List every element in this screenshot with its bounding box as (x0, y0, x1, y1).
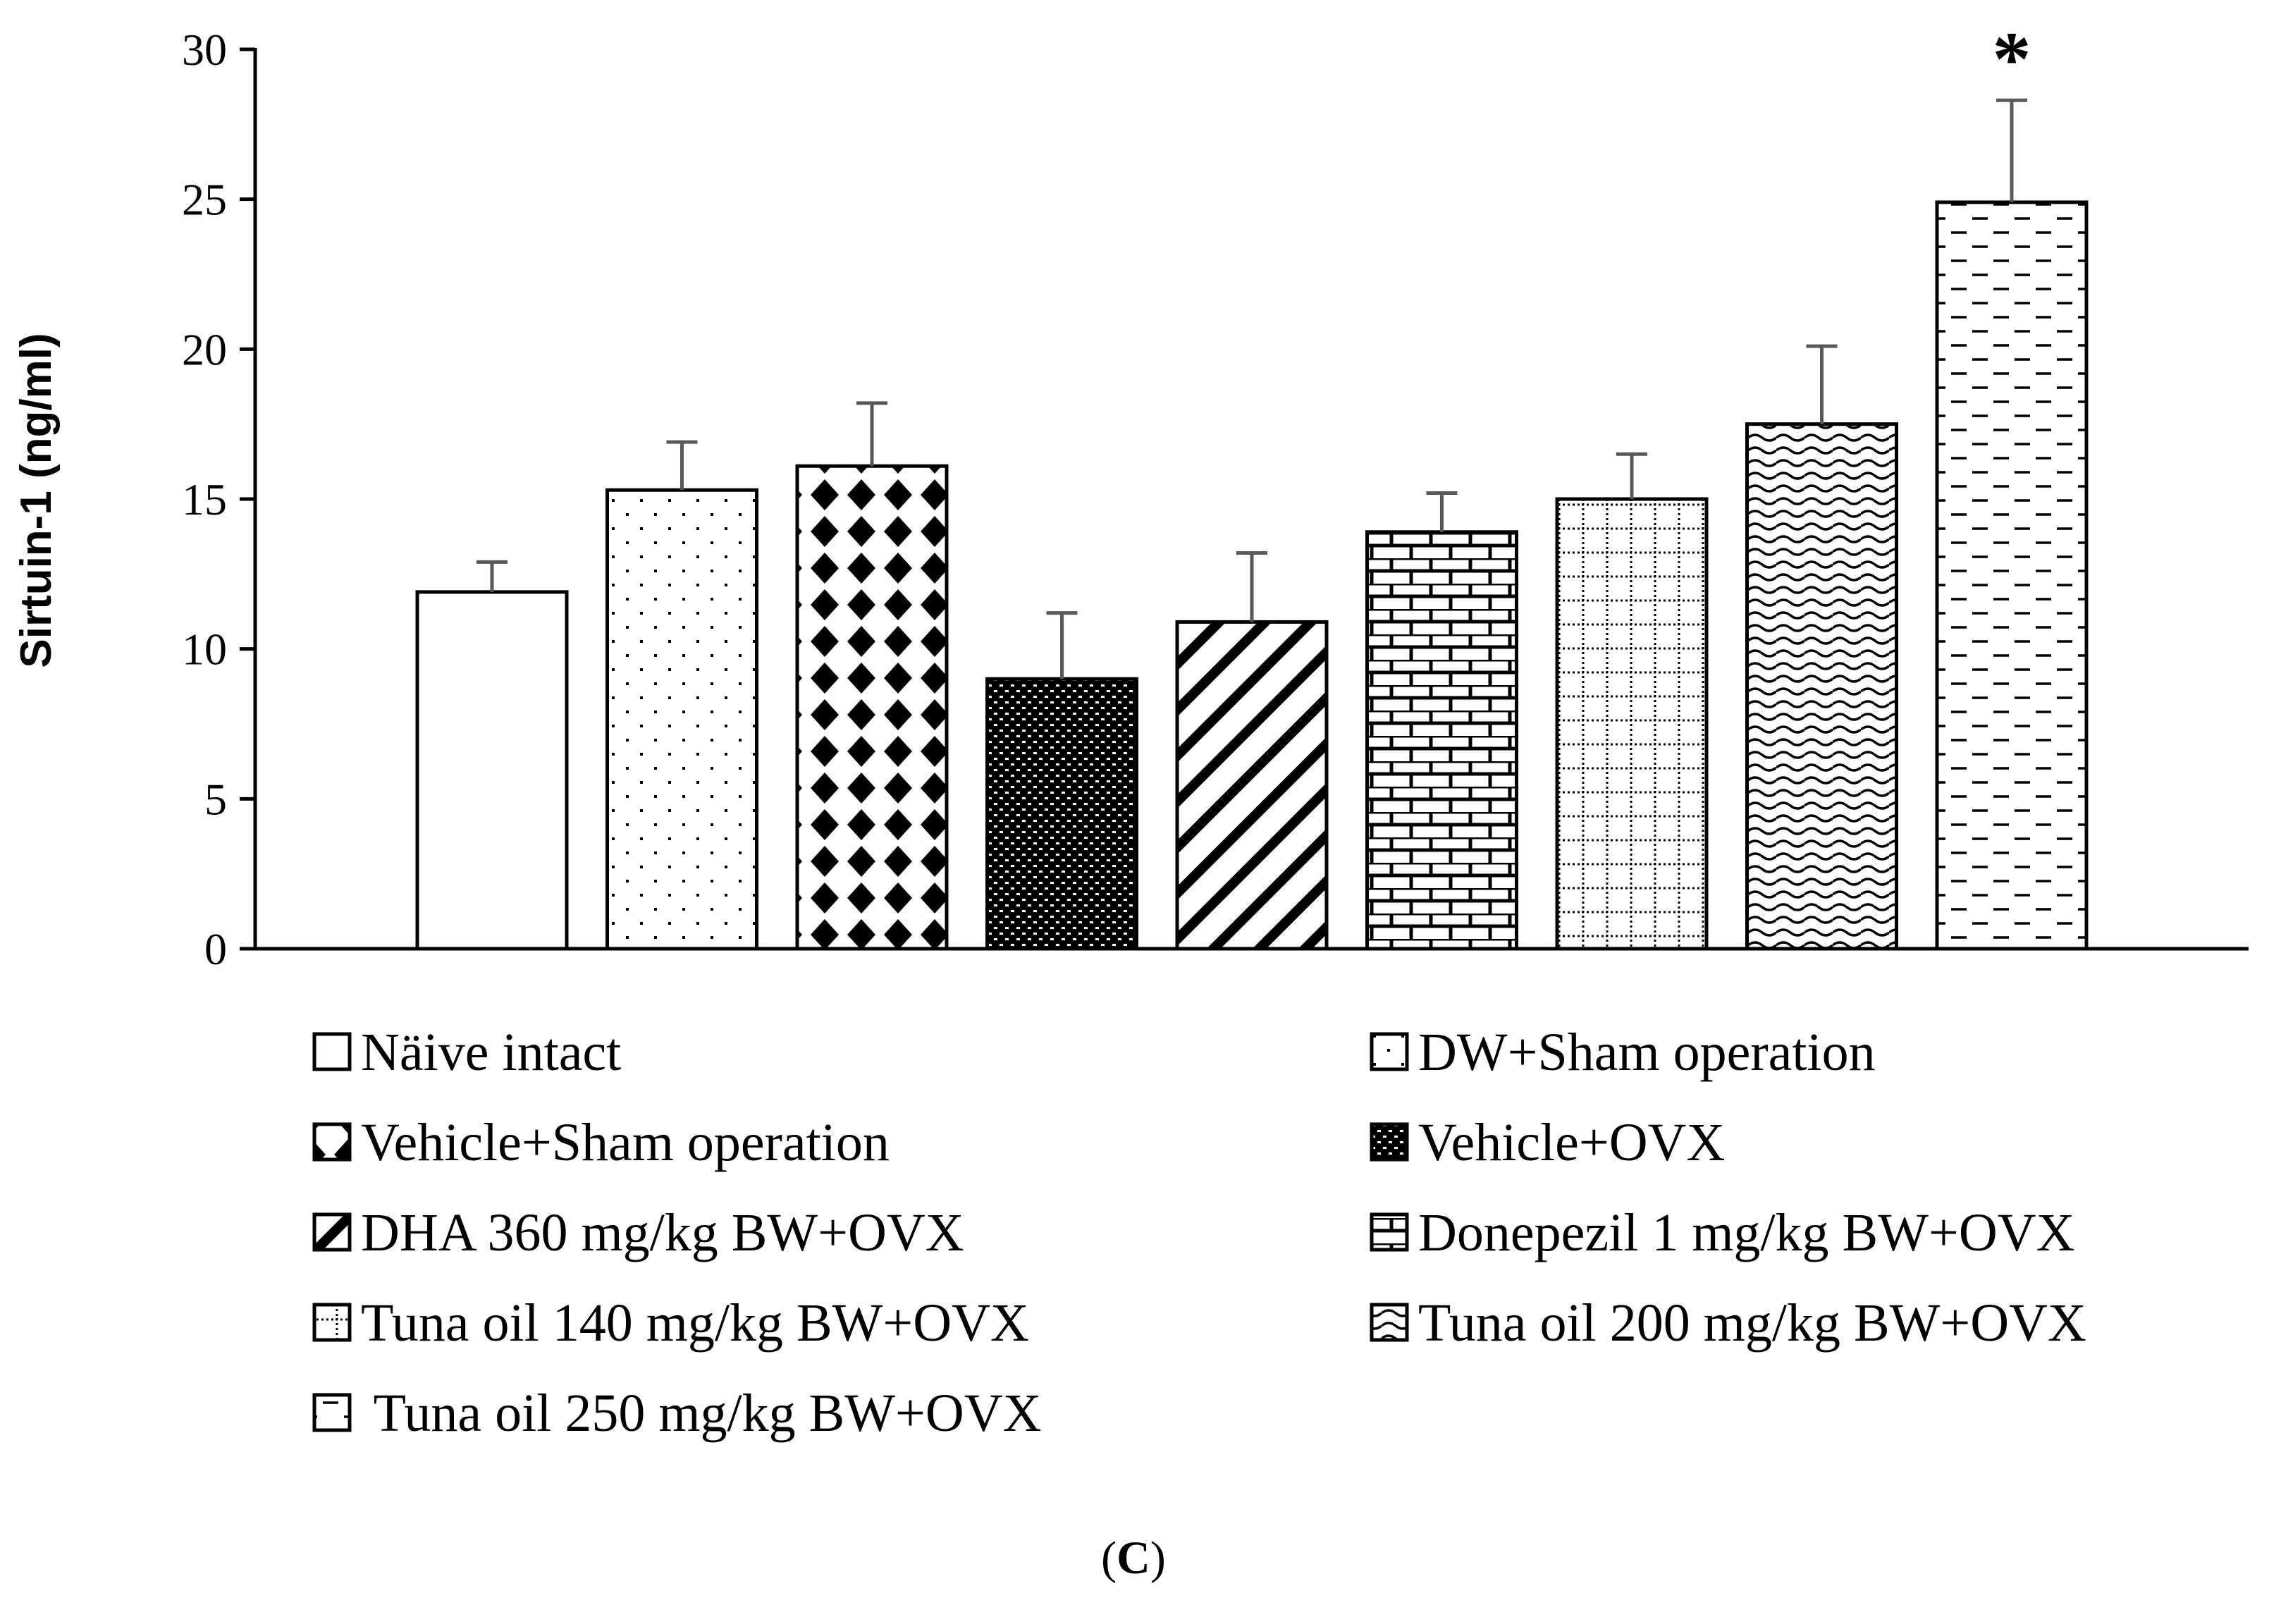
legend-label-2: DW+Sham operation (1418, 1023, 1876, 1082)
y-tick-label-15: 15 (182, 474, 227, 524)
bar-9 (1935, 200, 2089, 951)
bar-3 (795, 464, 949, 951)
legend-swatch-3 (312, 1122, 352, 1162)
y-tick-label-5: 5 (204, 774, 227, 824)
legend-swatch-7 (312, 1303, 352, 1342)
panel-label-letter: C (1117, 1532, 1150, 1584)
legend-label-9: Tuna oil 250 mg/kg BW+OVX (361, 1384, 1042, 1443)
bar-4 (985, 677, 1138, 951)
legend-label-6: Donepezil 1 mg/kg BW+OVX (1418, 1203, 2074, 1262)
legend-label-3: Vehicle+Sham operation (361, 1113, 890, 1172)
legend-swatch-4 (1370, 1122, 1409, 1162)
legend-swatch-1 (312, 1032, 352, 1071)
legend-label-1: Näive intact (361, 1023, 621, 1082)
y-tick-label-10: 10 (182, 625, 227, 675)
legend-swatch-9 (312, 1393, 352, 1432)
y-tick-label-20: 20 (182, 324, 227, 374)
legend-label-5: DHA 360 mg/kg BW+OVX (361, 1203, 964, 1262)
bar-6 (1365, 530, 1518, 951)
legend-swatch-6 (1370, 1212, 1409, 1252)
y-axis-title: Sirtuin-1 (ng/ml) (12, 333, 61, 668)
legend-swatch-2 (1370, 1032, 1409, 1071)
y-tick-label-25: 25 (182, 175, 227, 225)
bar-1 (415, 590, 569, 951)
panel-label: (C) (1101, 1532, 1166, 1584)
panel-label-close: ) (1150, 1532, 1166, 1584)
bar-7 (1555, 497, 1709, 951)
significance-mark-9: * (1993, 16, 2031, 102)
bar-8 (1745, 422, 1898, 951)
legend-swatch-8 (1370, 1303, 1409, 1342)
y-tick-label-30: 30 (182, 25, 227, 75)
y-tick-label-0: 0 (204, 924, 227, 974)
bar-2 (605, 488, 758, 951)
bar-5 (1175, 620, 1329, 951)
legend-swatch-5 (312, 1212, 352, 1252)
legend-label-8: Tuna oil 200 mg/kg BW+OVX (1418, 1293, 2086, 1353)
legend-label-4: Vehicle+OVX (1418, 1113, 1725, 1172)
panel-label-open: ( (1101, 1532, 1117, 1584)
legend-label-7: Tuna oil 140 mg/kg BW+OVX (361, 1293, 1029, 1353)
